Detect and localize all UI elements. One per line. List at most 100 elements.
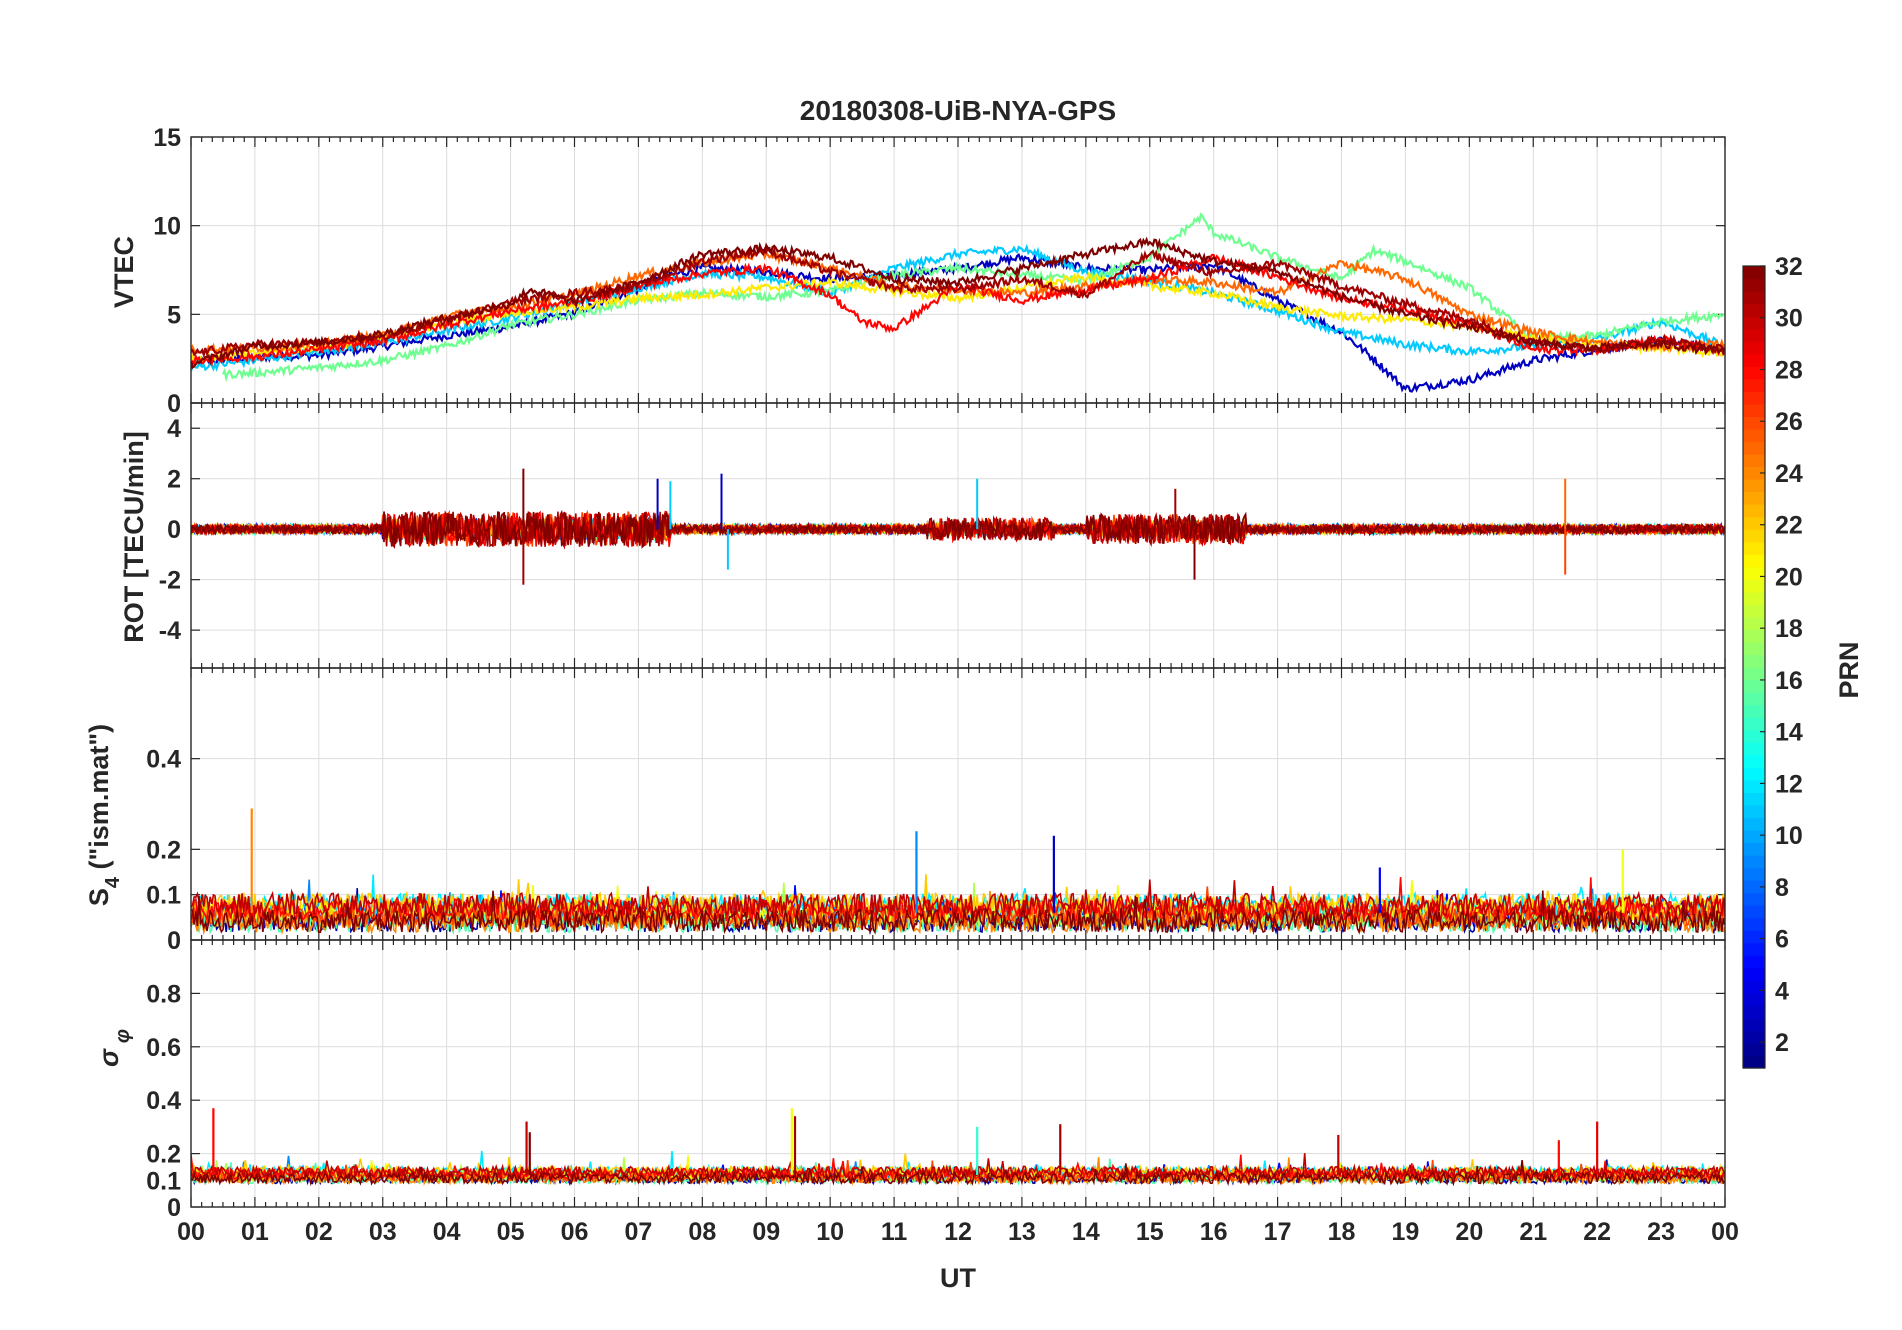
s4-axis-label-main: S — [84, 888, 114, 906]
rot-ytick-label: 4 — [167, 415, 181, 443]
colorbar-tick-label: 32 — [1775, 253, 1803, 281]
s4-ytick-label: 0.2 — [146, 836, 181, 864]
vtec-series-prn-16 — [222, 212, 1725, 383]
colorbar-tick-label: 18 — [1775, 615, 1803, 643]
colorbar-segment — [1743, 679, 1765, 693]
rot-series-prn-32 — [191, 511, 1725, 550]
vtec-ytick-label: 10 — [153, 213, 181, 241]
x-tick-label: 11 — [881, 1218, 908, 1246]
sigma-series-prn-32 — [191, 1160, 1725, 1187]
x-tick-label: 08 — [688, 1218, 716, 1246]
sigma-axis-label: σφ — [94, 1029, 134, 1067]
colorbar-segment — [1743, 980, 1765, 994]
colorbar-tick-label: 4 — [1775, 977, 1789, 1005]
colorbar-segment — [1743, 303, 1765, 317]
colorbar-tick-label: 10 — [1775, 822, 1803, 850]
colorbar-tick-label: 12 — [1775, 770, 1803, 798]
colorbar-segment — [1743, 804, 1765, 818]
sigma-axis-label-main: σ — [94, 1048, 124, 1067]
colorbar-segment — [1743, 992, 1765, 1006]
colorbar-segment — [1743, 854, 1765, 869]
x-tick-label: 14 — [1072, 1218, 1100, 1246]
s4-series-prn-30 — [191, 879, 1725, 919]
colorbar-segment — [1743, 428, 1765, 443]
sigma-axes-frame — [190, 939, 1726, 1208]
x-tick-label: 07 — [625, 1218, 653, 1246]
sigma-axis-label-sub: φ — [112, 1029, 134, 1043]
colorbar-segment — [1743, 1005, 1765, 1019]
colorbar-segment — [1743, 955, 1765, 969]
colorbar-segment — [1743, 291, 1765, 305]
colorbar-segment — [1743, 967, 1765, 981]
colorbar-segment — [1743, 516, 1765, 530]
vtec-ytick-label: 15 — [153, 124, 181, 152]
x-tick-label: 01 — [241, 1218, 269, 1246]
colorbar-segment — [1743, 692, 1765, 706]
rot-ytick-label: 0 — [167, 516, 181, 544]
colorbar-segment — [1743, 1042, 1765, 1057]
rot-axis-label: ROT [TECU/min] — [119, 431, 149, 642]
sigma-ytick-label: 0.6 — [146, 1034, 181, 1062]
colorbar-tick-label: 26 — [1775, 408, 1803, 436]
sigma-ytick-label: 0.8 — [146, 980, 181, 1008]
colorbar-frame — [1742, 265, 1766, 1069]
colorbar-segment — [1743, 391, 1765, 405]
colorbar-segment — [1743, 353, 1765, 367]
x-tick-label: 13 — [1008, 1218, 1036, 1246]
x-tick-label: 23 — [1647, 1218, 1675, 1246]
x-tick-label: 15 — [1136, 1218, 1164, 1246]
colorbar-segment — [1743, 629, 1765, 643]
colorbar-segment — [1743, 892, 1765, 906]
colorbar-segment — [1743, 491, 1765, 505]
colorbar-segment — [1743, 441, 1765, 455]
sigma-phi-panel: 00.10.2 0.4 0.6 0.8 00 01 02 03 04 05 06 07 08 09 10 11… — [146, 939, 1739, 1246]
rot-ytick-label: -2 — [159, 567, 181, 595]
vtec-series-prn-11 — [191, 243, 1725, 372]
s4-ytick-label: 0.1 — [146, 882, 181, 910]
x-tick-label: 20 — [1455, 1218, 1483, 1246]
colorbar-tick-label: 6 — [1775, 926, 1789, 954]
x-tick-label: 03 — [369, 1218, 397, 1246]
colorbar-segment — [1743, 654, 1765, 668]
colorbar-segment — [1743, 378, 1765, 392]
x-tick-label: 02 — [305, 1218, 333, 1246]
colorbar-tick-label: 20 — [1775, 563, 1803, 591]
colorbar-segment — [1743, 829, 1765, 844]
sigma-series-prn-24 — [191, 1157, 1725, 1186]
colorbar-segment — [1743, 328, 1765, 342]
x-tick-label: 04 — [433, 1218, 461, 1246]
x-tick-label: 06 — [561, 1218, 589, 1246]
vtec-plot-area — [191, 212, 1725, 393]
colorbar-segment — [1743, 604, 1765, 618]
s4-axis-label-sub: 4 — [102, 876, 124, 888]
colorbar-label: PRN — [1834, 641, 1864, 698]
s4-axis-label: S4 ("ism.mat") — [84, 724, 124, 906]
colorbar-segment — [1743, 717, 1765, 731]
vtec-ytick-label: 5 — [167, 301, 181, 329]
colorbar-segment — [1743, 942, 1765, 956]
x-tick-label: 00 — [177, 1218, 205, 1246]
sigma-series-prn-30 — [191, 1153, 1725, 1181]
colorbar-segment — [1743, 616, 1765, 631]
colorbar-tick-label: 8 — [1775, 874, 1789, 902]
colorbar-segment — [1743, 767, 1765, 781]
colorbar-segment — [1743, 880, 1765, 894]
sigma-ytick-label: 0 — [167, 1194, 181, 1222]
colorbar-segment — [1743, 905, 1765, 919]
colorbar-segment — [1743, 867, 1765, 881]
colorbar-segment — [1743, 667, 1765, 681]
colorbar-segment — [1743, 754, 1765, 768]
colorbar-segment — [1743, 366, 1765, 380]
colorbar-tick-label: 16 — [1775, 667, 1803, 695]
colorbar-segment — [1743, 554, 1765, 568]
x-tick-label: 21 — [1519, 1218, 1547, 1246]
colorbar-segment — [1743, 817, 1765, 831]
colorbar-segment — [1743, 278, 1765, 292]
s4-plot-area — [191, 808, 1725, 936]
colorbar-tick-label: 30 — [1775, 305, 1803, 333]
colorbar-segment — [1743, 742, 1765, 756]
vtec-series-prn-32 — [191, 236, 1725, 370]
colorbar-segment — [1743, 479, 1765, 493]
